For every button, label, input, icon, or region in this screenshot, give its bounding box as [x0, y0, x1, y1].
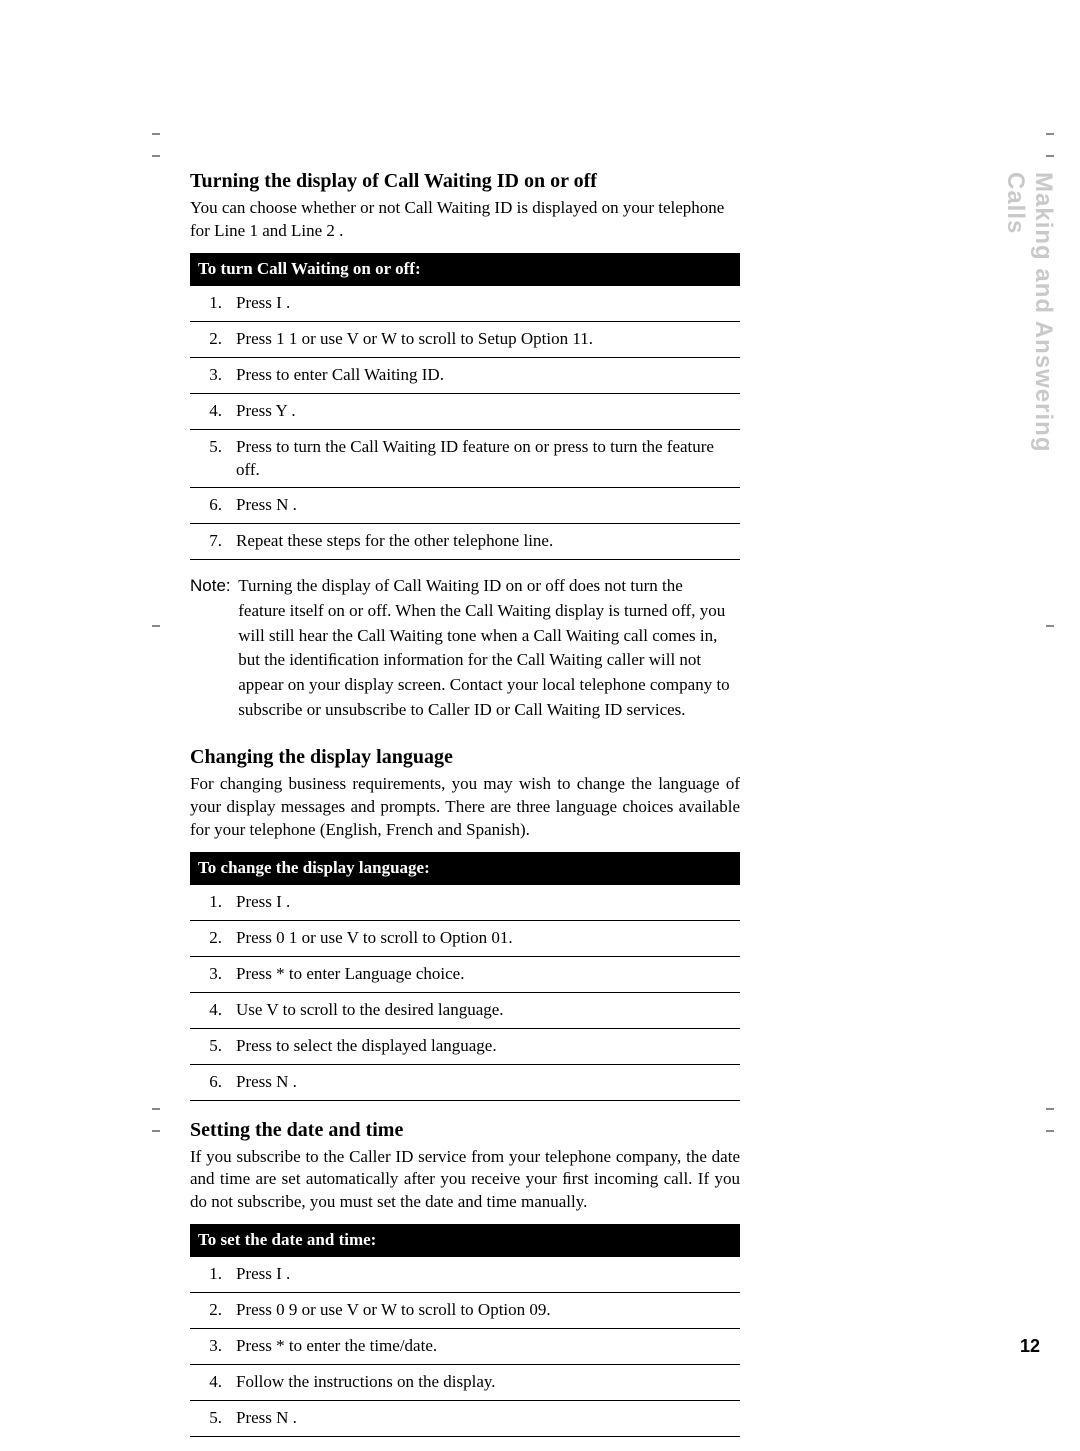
- section-heading-language: Changing the display language: [190, 746, 740, 769]
- steps-table-datetime: To set the date and time: 1.Press I . 2.…: [190, 1224, 740, 1437]
- step-num: 2.: [190, 321, 232, 357]
- step-text: Press * to enter Language choice.: [232, 956, 740, 992]
- section-intro-datetime: If you subscribe to the Caller ID servic…: [190, 1146, 740, 1215]
- step-num: 2.: [190, 920, 232, 956]
- side-tab-label: Making and Answering Calls: [1017, 172, 1057, 472]
- step-text: Press 0 9 or use V or W to scroll to Opt…: [232, 1293, 740, 1329]
- section-intro-language: For changing business requirements, you …: [190, 773, 740, 842]
- note-block: Note: Turning the display of Call Waitin…: [190, 574, 740, 722]
- step-num: 4.: [190, 393, 232, 429]
- crop-tick: [1046, 625, 1054, 627]
- step-num: 6.: [190, 488, 232, 524]
- step-num: 4.: [190, 1365, 232, 1401]
- step-text: Press to enter Call Waiting ID.: [232, 357, 740, 393]
- step-text: Use V to scroll to the desired language.: [232, 992, 740, 1028]
- crop-tick: [152, 1130, 160, 1132]
- table-header: To turn Call Waiting on or off:: [190, 253, 740, 286]
- step-num: 7.: [190, 524, 232, 560]
- step-text: Press * to enter the time/date.: [232, 1329, 740, 1365]
- step-text: Press to turn the Call Waiting ID featur…: [232, 429, 740, 488]
- step-num: 1.: [190, 1257, 232, 1292]
- step-text: Press to select the displayed language.: [232, 1028, 740, 1064]
- crop-tick: [1046, 1130, 1054, 1132]
- step-text: Press Y .: [232, 393, 740, 429]
- note-body: Turning the display of Call Waiting ID o…: [238, 574, 732, 722]
- step-text: Follow the instructions on the display.: [232, 1365, 740, 1401]
- step-text: Press I .: [232, 885, 740, 920]
- table-header: To change the display language:: [190, 852, 740, 885]
- step-text: Press 0 1 or use V to scroll to Option 0…: [232, 920, 740, 956]
- crop-tick: [1046, 133, 1054, 135]
- step-text: Repeat these steps for the other telepho…: [232, 524, 740, 560]
- step-text: Press 1 1 or use V or W to scroll to Set…: [232, 321, 740, 357]
- page-content: Turning the display of Call Waiting ID o…: [190, 170, 740, 1451]
- step-num: 6.: [190, 1064, 232, 1100]
- table-header: To set the date and time:: [190, 1224, 740, 1257]
- note-label: Note:: [190, 574, 234, 599]
- section-heading-call-waiting: Turning the display of Call Waiting ID o…: [190, 170, 740, 193]
- section-heading-datetime: Setting the date and time: [190, 1119, 740, 1142]
- crop-tick: [1046, 1108, 1054, 1110]
- step-num: 2.: [190, 1293, 232, 1329]
- manual-page: Making and Answering Calls Turning the d…: [0, 0, 1080, 1397]
- step-num: 5.: [190, 429, 232, 488]
- crop-tick: [152, 155, 160, 157]
- steps-table-language: To change the display language: 1.Press …: [190, 852, 740, 1101]
- crop-tick: [152, 625, 160, 627]
- step-text: Press N .: [232, 488, 740, 524]
- step-text: Press N .: [232, 1401, 740, 1437]
- section-intro-call-waiting: You can choose whether or not Call Waiti…: [190, 197, 740, 243]
- step-num: 3.: [190, 357, 232, 393]
- crop-tick: [152, 1108, 160, 1110]
- step-text: Press N .: [232, 1064, 740, 1100]
- step-num: 5.: [190, 1028, 232, 1064]
- page-number: 12: [1020, 1336, 1040, 1357]
- crop-tick: [152, 133, 160, 135]
- step-num: 3.: [190, 956, 232, 992]
- step-num: 1.: [190, 286, 232, 321]
- step-text: Press I .: [232, 286, 740, 321]
- step-num: 3.: [190, 1329, 232, 1365]
- step-num: 4.: [190, 992, 232, 1028]
- crop-tick: [1046, 155, 1054, 157]
- steps-table-call-waiting: To turn Call Waiting on or off: 1.Press …: [190, 253, 740, 560]
- step-num: 5.: [190, 1401, 232, 1437]
- step-num: 1.: [190, 885, 232, 920]
- step-text: Press I .: [232, 1257, 740, 1292]
